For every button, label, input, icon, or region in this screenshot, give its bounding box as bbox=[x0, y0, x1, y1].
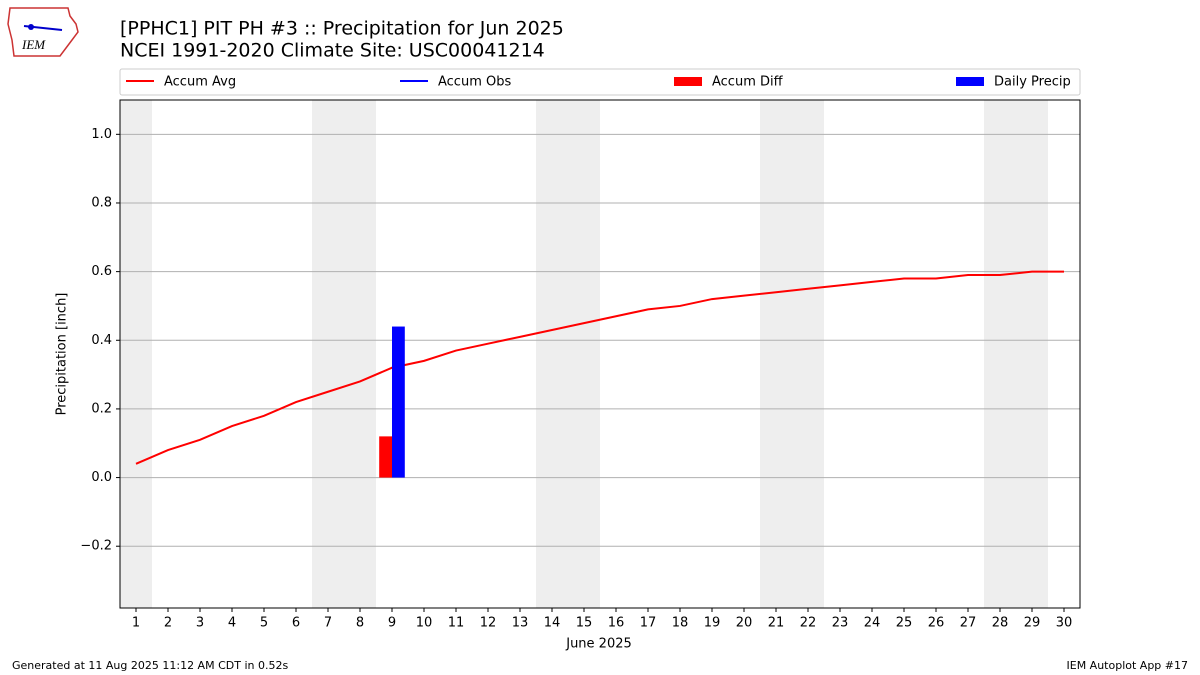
x-tick-label: 8 bbox=[356, 616, 364, 631]
x-tick-label: 1 bbox=[132, 616, 140, 631]
y-tick-label: 0.8 bbox=[91, 195, 112, 210]
series-line bbox=[135, 270, 1064, 465]
legend-box bbox=[119, 68, 1081, 96]
y-tick-label: 0.4 bbox=[91, 333, 112, 348]
weekend-shade bbox=[536, 100, 600, 608]
x-tick-label: 29 bbox=[1024, 616, 1041, 631]
plot-frame bbox=[119, 99, 1081, 609]
weekend-shade bbox=[312, 100, 376, 608]
logo: IEM bbox=[7, 7, 79, 57]
x-tick-label: 9 bbox=[388, 616, 396, 631]
bar bbox=[379, 436, 392, 478]
y-axis-label: Precipitation [inch] bbox=[55, 293, 70, 416]
footer-left: Generated at 11 Aug 2025 11:12 AM CDT in… bbox=[12, 659, 288, 672]
x-tick-label: 25 bbox=[896, 616, 913, 631]
x-tick-label: 6 bbox=[292, 616, 300, 631]
x-tick-label: 16 bbox=[608, 616, 625, 631]
x-tick-label: 11 bbox=[448, 616, 465, 631]
x-tick-label: 22 bbox=[800, 616, 817, 631]
x-tick-label: 30 bbox=[1056, 616, 1073, 631]
y-tick-label: −0.2 bbox=[80, 539, 112, 554]
weekend-shade bbox=[760, 100, 824, 608]
legend-label: Daily Precip bbox=[994, 75, 1071, 90]
x-tick-label: 3 bbox=[196, 616, 204, 631]
x-tick-label: 10 bbox=[416, 616, 433, 631]
x-tick-label: 19 bbox=[704, 616, 721, 631]
x-tick-label: 2 bbox=[164, 616, 172, 631]
chart-title: [PPHC1] PIT PH #3 :: Precipitation for J… bbox=[120, 18, 564, 40]
x-tick-label: 27 bbox=[960, 616, 977, 631]
x-tick-label: 5 bbox=[260, 616, 268, 631]
bar bbox=[392, 326, 405, 478]
legend-swatch bbox=[674, 77, 702, 86]
x-tick-label: 17 bbox=[640, 616, 657, 631]
weekend-shade bbox=[984, 100, 1048, 608]
x-axis-label: June 2025 bbox=[565, 637, 632, 652]
x-tick-label: 24 bbox=[864, 616, 881, 631]
logo-dot bbox=[28, 24, 34, 30]
logo-outline bbox=[7, 7, 79, 57]
x-tick-label: 21 bbox=[768, 616, 785, 631]
x-tick-label: 12 bbox=[480, 616, 497, 631]
x-tick-label: 26 bbox=[928, 616, 945, 631]
x-tick-label: 14 bbox=[544, 616, 561, 631]
x-tick-label: 15 bbox=[576, 616, 593, 631]
footer-right: IEM Autoplot App #17 bbox=[1067, 659, 1189, 672]
logo-text: IEM bbox=[21, 37, 46, 52]
x-tick-label: 20 bbox=[736, 616, 753, 631]
legend-label: Accum Avg bbox=[164, 75, 236, 90]
legend-swatch bbox=[956, 77, 984, 86]
legend-label: Accum Diff bbox=[712, 75, 784, 90]
y-tick-label: 1.0 bbox=[91, 127, 112, 142]
x-tick-label: 7 bbox=[324, 616, 332, 631]
y-tick-label: 0.0 bbox=[91, 470, 112, 485]
x-tick-label: 28 bbox=[992, 616, 1009, 631]
x-tick-label: 18 bbox=[672, 616, 689, 631]
chart-subtitle: NCEI 1991-2020 Climate Site: USC00041214 bbox=[120, 40, 545, 62]
y-tick-label: 0.6 bbox=[91, 264, 112, 279]
x-tick-label: 4 bbox=[228, 616, 236, 631]
x-tick-label: 13 bbox=[512, 616, 529, 631]
legend-label: Accum Obs bbox=[438, 75, 511, 90]
x-tick-label: 23 bbox=[832, 616, 849, 631]
weekend-shade bbox=[120, 100, 152, 608]
y-tick-label: 0.2 bbox=[91, 401, 112, 416]
